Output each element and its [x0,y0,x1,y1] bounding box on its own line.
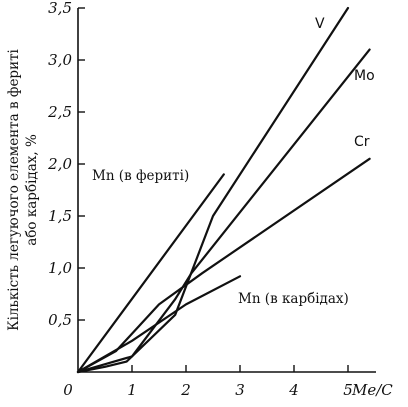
x-tick-label-0: 0 [63,381,73,399]
y-axis-label-line-2: або карбідах, % [24,134,40,246]
y-tick-label-6: 3,5 [48,0,72,17]
series-label-v: V [315,16,325,32]
series-line-0 [76,6,350,374]
series-line-2 [76,157,371,374]
series-label-cr: Cr [354,134,370,150]
series-line-4 [76,275,242,374]
y-tick-label-4: 2,5 [47,103,72,121]
x-tick-label-3: 3 [235,381,245,399]
series-label-mo: Mo [354,68,375,84]
x-tick-label-5: 5 [343,381,353,399]
x-tick-label-1: 1 [127,381,137,399]
x-axis-label: Me/C [351,381,393,399]
y-tick-label-2: 1,5 [48,207,72,225]
y-tick-label-5: 3,0 [48,51,72,69]
series-line-1 [76,48,371,374]
series-group [76,6,371,374]
y-tick-label-3: 2,0 [47,155,72,173]
series-label-mn-ferrite: Mn (в фериті) [92,168,189,184]
series-label-mn-carbide: Mn (в карбідах) [238,291,349,307]
x-tick-label-2: 2 [180,381,191,399]
y-tick-label-0: 0,5 [48,311,72,329]
series-line-3 [76,173,225,374]
tick-group: 0,5 1,0 1,5 2,0 2,5 3,0 3,5 0 1 2 3 4 5 [47,0,353,399]
y-axis-label-line-1: Кількість легуючого елемента в фериті [6,48,22,330]
y-tick-label-1: 1,0 [48,259,72,277]
x-tick-label-4: 4 [288,381,299,399]
